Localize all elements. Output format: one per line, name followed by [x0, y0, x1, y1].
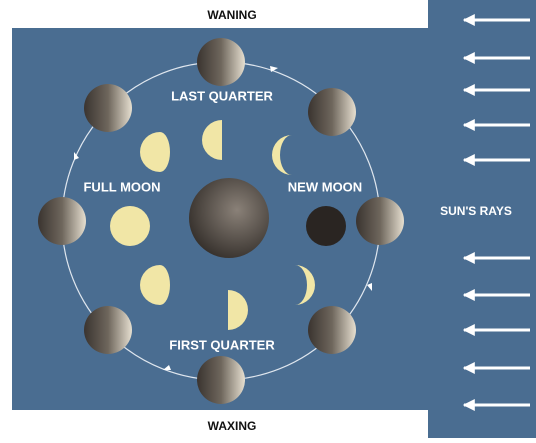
sun-panel: [428, 0, 536, 438]
orbit-moons: [38, 38, 404, 404]
earth: [189, 178, 269, 258]
new-moon-label: NEW MOON: [288, 179, 362, 194]
waning-label: WANING: [207, 8, 256, 22]
sun-rays: [462, 13, 530, 411]
full-moon-label: FULL MOON: [83, 179, 160, 194]
last-quarter-label: LAST QUARTER: [171, 88, 273, 103]
waxing-label: WAXING: [208, 419, 257, 433]
sun-rays-label: SUN'S RAYS: [440, 204, 512, 218]
phase-shapes: [110, 120, 346, 330]
orbit-arrows: [74, 66, 372, 370]
first-quarter-label: FIRST QUARTER: [169, 337, 275, 352]
